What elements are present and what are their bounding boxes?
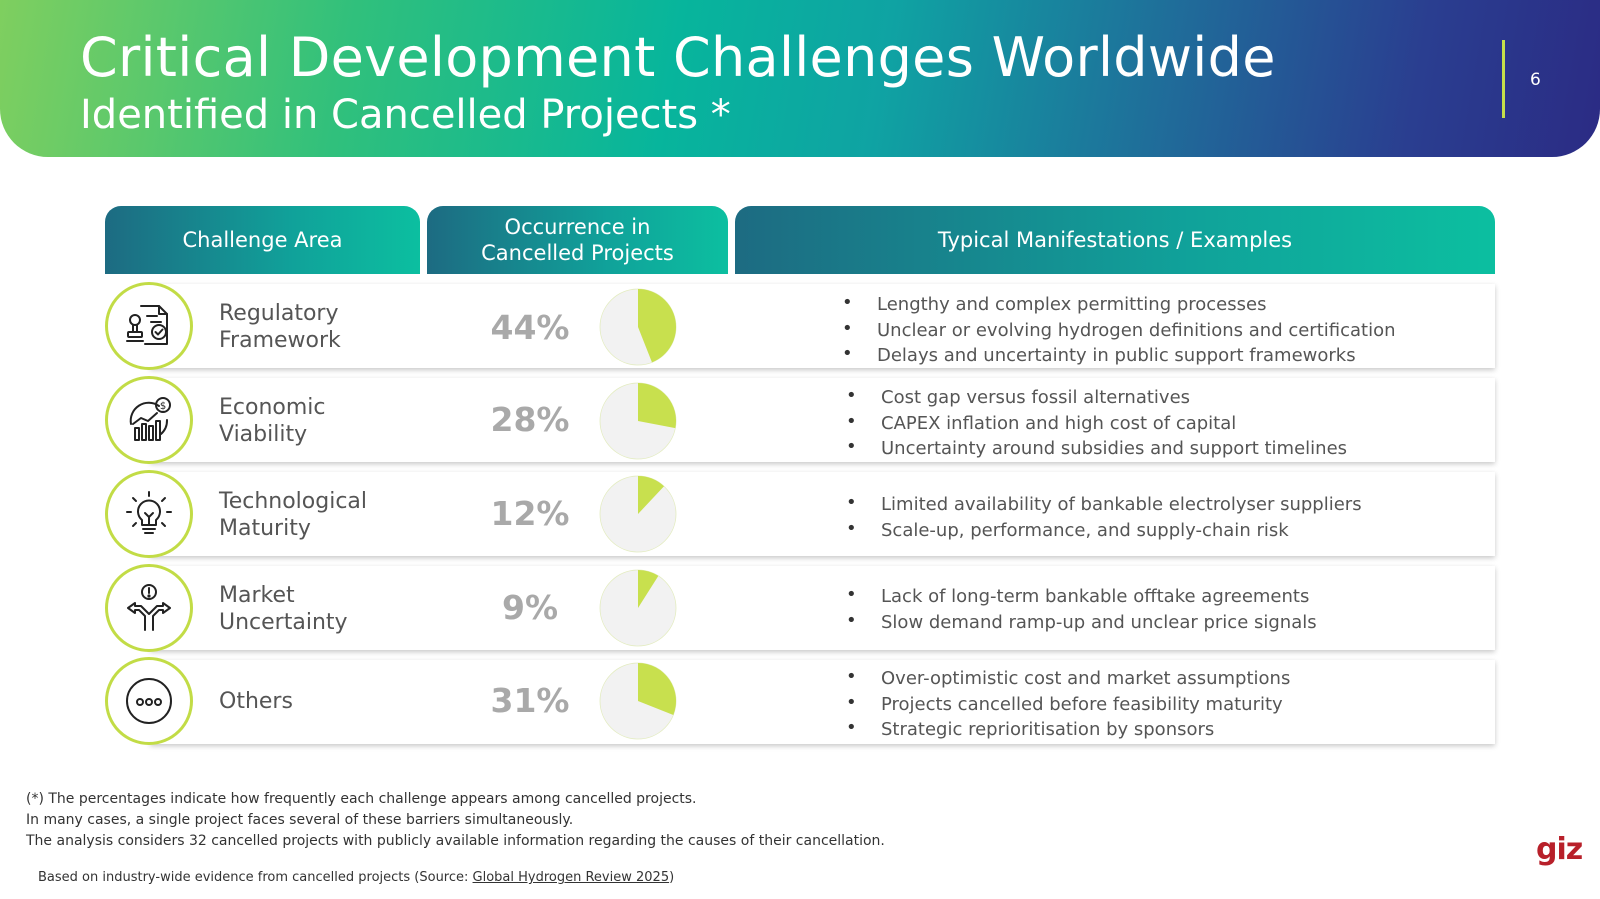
list-item: Over-optimistic cost and market assumpti… <box>846 664 1290 692</box>
list-item: Cost gap versus fossil alternatives <box>846 383 1347 411</box>
footnote-line: The analysis considers 32 cancelled proj… <box>26 833 885 849</box>
divider-line <box>1502 40 1505 118</box>
lightbulb-icon <box>105 470 193 558</box>
regulatory-document-stamp-icon <box>105 282 193 370</box>
list-item: Slow demand ramp-up and unclear price si… <box>846 608 1317 636</box>
list-item: Delays and uncertainty in public support… <box>842 341 1396 369</box>
occurrence-percent: 44% <box>490 308 570 347</box>
column-header-label: Typical Manifestations / Examples <box>937 228 1293 252</box>
list-item: Limited availability of bankable electro… <box>846 490 1362 518</box>
person-crossroads-icon <box>105 564 193 652</box>
occurrence-percent: 31% <box>490 681 570 720</box>
footnote-line: In many cases, a single project faces se… <box>26 812 574 828</box>
page-subtitle: Identified in Cancelled Projects * <box>80 92 731 138</box>
source-link[interactable]: Global Hydrogen Review 2025 <box>472 870 670 885</box>
category-label: Technological Maturity <box>219 489 368 541</box>
list-item: Lengthy and complex permitting processes <box>842 290 1396 318</box>
manifestation-list: Lengthy and complex permitting processes… <box>842 290 1396 369</box>
category-label: Others <box>219 689 293 714</box>
list-item: Unclear or evolving hydrogen definitions… <box>842 316 1396 344</box>
occurrence-pie <box>599 475 677 553</box>
list-item: Scale-up, performance, and supply-chain … <box>846 516 1362 544</box>
column-header-occurrence: Occurrence in Cancelled Projects <box>427 206 728 274</box>
occurrence-percent: 28% <box>490 400 570 439</box>
manifestation-list: Cost gap versus fossil alternatives CAPE… <box>846 383 1347 462</box>
pie-slice <box>638 289 676 363</box>
occurrence-pie <box>599 569 677 647</box>
footnote-line: (*) The percentages indicate how frequen… <box>26 791 697 807</box>
table-row <box>150 660 1495 744</box>
pie-slice <box>638 663 676 715</box>
occurrence-pie <box>599 288 677 366</box>
occurrence-percent: 9% <box>501 588 559 627</box>
list-item: Uncertainty around subsidies and support… <box>846 434 1347 462</box>
more-dots-icon <box>105 657 193 745</box>
column-header-label: Occurrence in Cancelled Projects <box>481 215 674 265</box>
pie-slice <box>638 570 659 608</box>
category-label: Regulatory Framework <box>219 301 341 353</box>
list-item: Projects cancelled before feasibility ma… <box>846 690 1290 718</box>
manifestation-list: Limited availability of bankable electro… <box>846 490 1362 544</box>
source-citation: Based on industry-wide evidence from can… <box>38 870 675 885</box>
giz-logo: giz <box>1536 832 1583 867</box>
manifestation-list: Lack of long-term bankable offtake agree… <box>846 582 1317 636</box>
occurrence-percent: 12% <box>490 494 570 533</box>
list-item: Strategic reprioritisation by sponsors <box>846 715 1290 743</box>
manifestation-list: Over-optimistic cost and market assumpti… <box>846 664 1290 743</box>
pie-slice <box>638 383 677 429</box>
title-banner: Critical Development Challenges Worldwid… <box>0 0 1600 157</box>
occurrence-pie <box>599 382 677 460</box>
pie-slice <box>638 476 665 514</box>
page-number: 6 <box>1530 70 1541 90</box>
column-header-label: Challenge Area <box>182 228 343 252</box>
column-header-manifestations: Typical Manifestations / Examples <box>735 206 1495 274</box>
category-label: Market Uncertainty <box>219 583 348 635</box>
list-item: Lack of long-term bankable offtake agree… <box>846 582 1317 610</box>
occurrence-pie <box>599 662 677 740</box>
list-item: CAPEX inflation and high cost of capital <box>846 409 1347 437</box>
page-title: Critical Development Challenges Worldwid… <box>80 26 1276 89</box>
svg-text:$: $ <box>160 401 166 412</box>
column-header-challenge-area: Challenge Area <box>105 206 420 274</box>
category-label: Economic Viability <box>219 395 326 447</box>
economic-growth-chart-icon: $ <box>105 376 193 464</box>
